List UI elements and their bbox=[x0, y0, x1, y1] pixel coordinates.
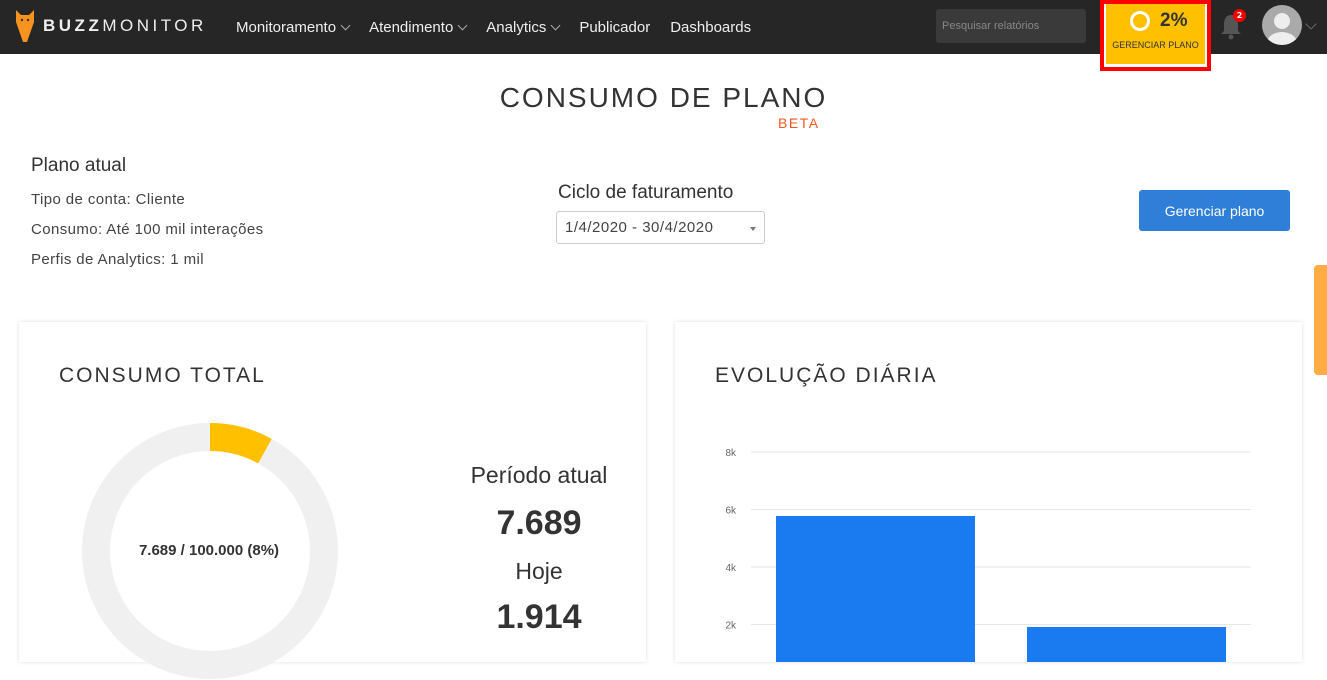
plan-label: GERENCIAR PLANO bbox=[1112, 40, 1199, 50]
menu-label: Analytics bbox=[486, 18, 547, 36]
y-tick-label: 6k bbox=[725, 506, 737, 517]
chevron-down-icon bbox=[550, 20, 561, 30]
y-tick-label: 4k bbox=[725, 563, 737, 574]
card-title: CONSUMO TOTAL bbox=[59, 364, 266, 387]
daily-bar-chart: 2k 4k 6k 8k bbox=[725, 448, 1251, 662]
side-feedback-tab[interactable] bbox=[1314, 265, 1327, 375]
menu-dashboards[interactable]: Dashboards bbox=[670, 19, 751, 36]
main-menu: Monitoramento Atendimento Analytics Publ… bbox=[236, 0, 751, 54]
menu-publicador[interactable]: Publicador bbox=[579, 19, 650, 36]
period-value: 7.689 bbox=[496, 504, 582, 542]
billing-cycle-select[interactable]: 1/4/2020 - 30/4/2020 bbox=[556, 211, 765, 244]
today-value: 1.914 bbox=[496, 598, 582, 636]
bar[interactable] bbox=[776, 515, 975, 662]
chevron-down-icon bbox=[340, 20, 351, 30]
donut-used-segment bbox=[82, 423, 338, 679]
menu-atendimento[interactable]: Atendimento bbox=[369, 18, 468, 36]
manage-plan-button[interactable]: Gerenciar plano bbox=[1139, 190, 1290, 231]
manage-plan-nav-button[interactable]: 2% GERENCIAR PLANO bbox=[1100, 0, 1211, 71]
avatar[interactable] bbox=[1262, 5, 1302, 45]
bar[interactable] bbox=[1027, 626, 1226, 662]
total-consumption-card: CONSUMO TOTAL 7.689 / 100.000 (8%) Perío… bbox=[19, 322, 646, 679]
analytics-profiles: Perfis de Analytics: 1 mil bbox=[31, 251, 204, 268]
plan-usage-percent: 2% bbox=[1160, 10, 1188, 31]
billing-cycle: Ciclo de faturamento 1/4/2020 - 30/4/202… bbox=[556, 182, 765, 244]
current-plan: Plano atual Tipo de conta: Cliente Consu… bbox=[31, 155, 264, 275]
daily-evolution-card: EVOLUÇÃO DIÁRIA 2k 4k 6k 8k bbox=[675, 322, 1302, 662]
usage-ring-icon bbox=[1130, 11, 1150, 31]
account-type: Tipo de conta: Cliente bbox=[31, 191, 186, 208]
search-reports-input[interactable] bbox=[936, 9, 1086, 43]
card-title: EVOLUÇÃO DIÁRIA bbox=[715, 364, 938, 387]
today-label: Hoje bbox=[515, 558, 563, 584]
current-plan-heading: Plano atual bbox=[31, 155, 127, 176]
brand-light: MONITOR bbox=[102, 16, 207, 35]
y-tick-label: 2k bbox=[725, 621, 737, 632]
menu-label: Dashboards bbox=[670, 18, 752, 36]
y-tick-label: 8k bbox=[725, 448, 737, 459]
user-icon bbox=[1267, 13, 1297, 45]
menu-label: Atendimento bbox=[369, 18, 454, 36]
menu-monitoramento[interactable]: Monitoramento bbox=[236, 18, 351, 36]
fox-logo-icon bbox=[16, 10, 34, 42]
chevron-down-icon[interactable] bbox=[1305, 18, 1317, 30]
notification-badge: 2 bbox=[1233, 9, 1246, 22]
chevron-down-icon bbox=[457, 20, 468, 30]
beta-badge: BETA bbox=[778, 115, 820, 131]
menu-label: Publicador bbox=[579, 18, 651, 36]
logo[interactable]: BUZZMONITOR bbox=[15, 8, 207, 44]
menu-label: Monitoramento bbox=[236, 18, 337, 36]
period-label: Período atual bbox=[470, 462, 608, 488]
donut-label: 7.689 / 100.000 (8%) bbox=[138, 542, 280, 559]
brand-bold: BUZZ bbox=[43, 16, 103, 35]
top-navbar: BUZZMONITOR Monitoramento Atendimento An… bbox=[0, 0, 1327, 71]
billing-cycle-heading: Ciclo de faturamento bbox=[558, 182, 734, 203]
menu-analytics[interactable]: Analytics bbox=[486, 18, 561, 36]
page-title: CONSUMO DE PLANO bbox=[499, 82, 828, 113]
consumption-limit: Consumo: Até 100 mil interações bbox=[31, 221, 264, 238]
